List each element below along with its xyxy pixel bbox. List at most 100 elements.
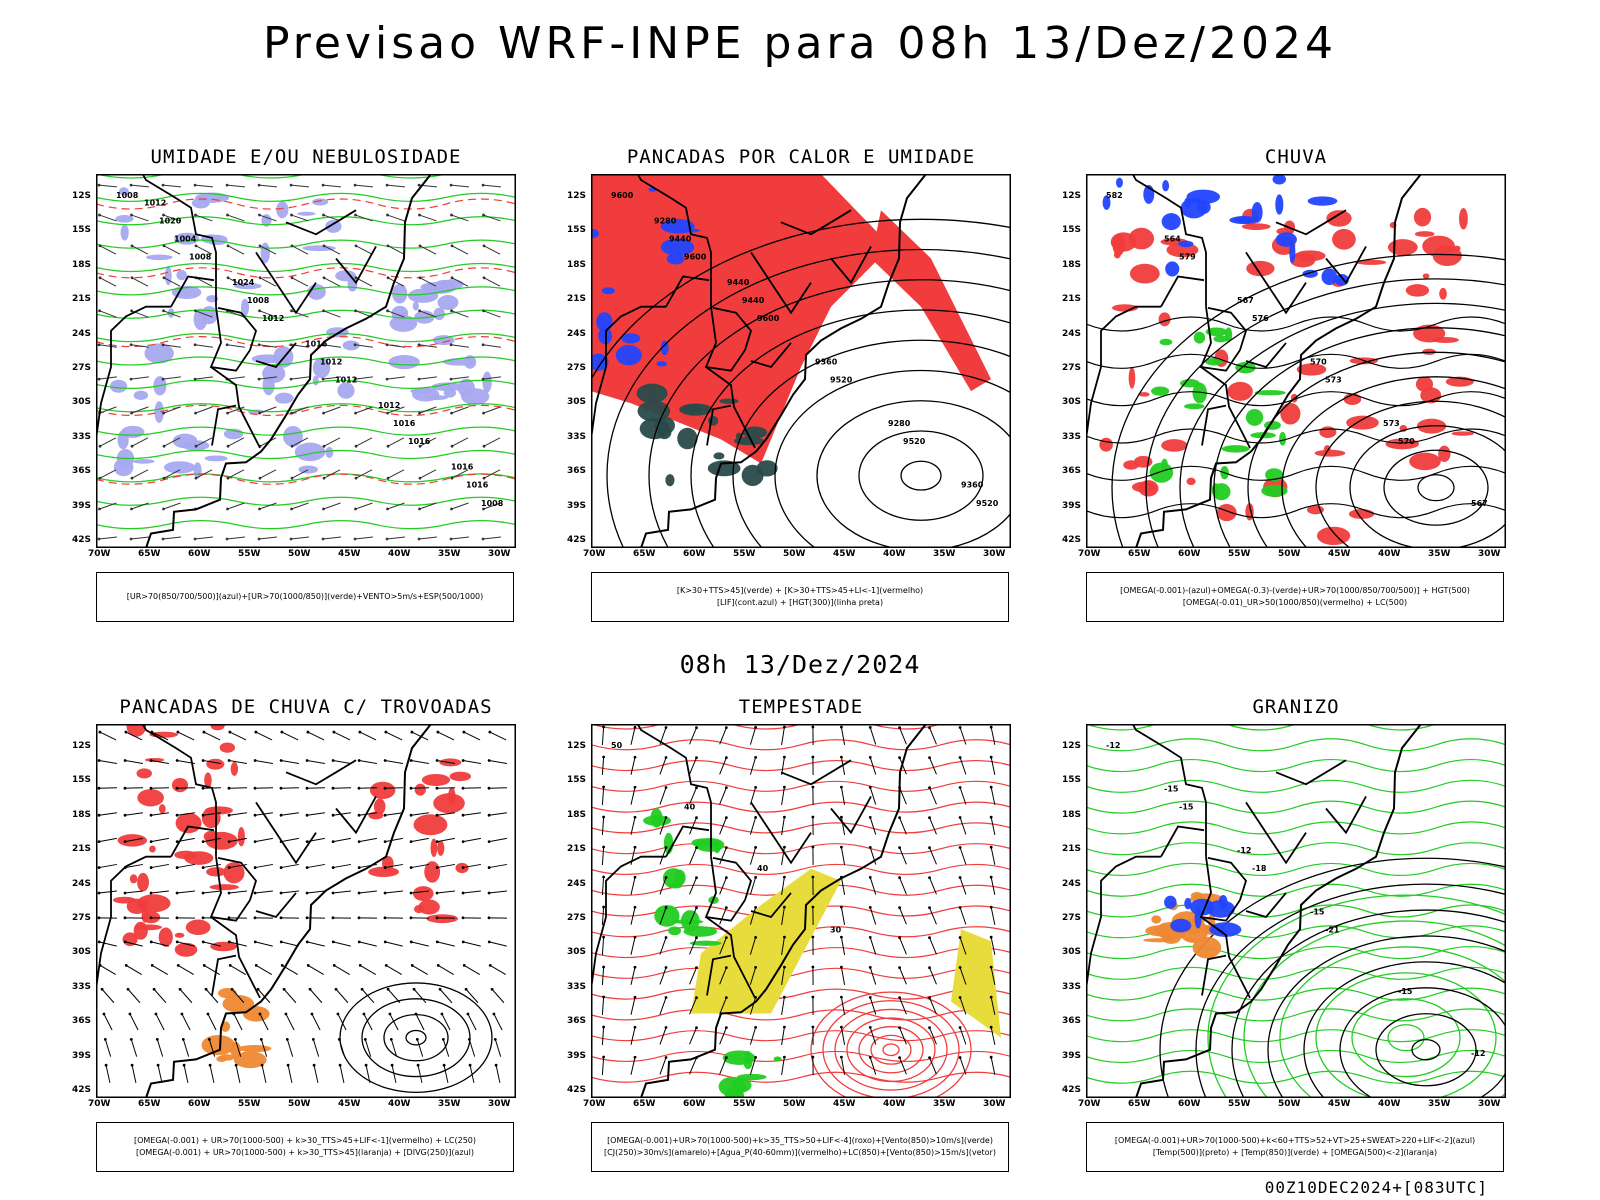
wind-vector <box>130 507 133 511</box>
moisture-high-level <box>276 201 289 219</box>
map-trovoadas <box>96 724 516 1098</box>
streamline-250 <box>177 863 195 869</box>
streamline-250 <box>385 964 403 976</box>
streamline-850 <box>591 1071 1011 1083</box>
longitude-tick-label: 60W <box>1178 1099 1201 1109</box>
wind-vector <box>321 377 325 381</box>
streamline-250 <box>357 940 361 944</box>
streamline-250 <box>487 916 491 920</box>
wind-vector <box>323 214 341 222</box>
wind-vector <box>483 437 501 447</box>
political-border <box>1096 724 1207 857</box>
thunderstorm-area <box>171 777 189 793</box>
wind-vector <box>162 213 165 217</box>
wind-850-vector <box>664 1056 668 1059</box>
streamline-250 <box>228 730 232 734</box>
streamline-250 <box>331 840 335 844</box>
political-border <box>1201 954 1227 996</box>
wind-850-vector <box>990 907 996 925</box>
thunderstorm-weak-area <box>201 1035 236 1056</box>
latitude-tick-label: 27S <box>1062 913 1082 923</box>
political-border <box>255 892 297 919</box>
wind-850-vector <box>749 817 757 835</box>
streamline-250 <box>437 837 455 843</box>
wind-850-vector <box>811 725 815 729</box>
wind-850-vector <box>959 877 967 895</box>
omega-strong-area <box>1245 409 1264 426</box>
streamline-250 <box>463 812 481 816</box>
wind-vector <box>322 213 325 217</box>
wind-vector <box>451 469 469 479</box>
moisture-high-level <box>115 215 134 223</box>
streamline-250 <box>229 837 247 843</box>
omega-strong-area <box>1254 390 1286 396</box>
streamline-250 <box>306 730 310 734</box>
hail-area <box>1170 918 1192 933</box>
wind-vector <box>195 376 213 380</box>
omega-weak-area <box>1272 174 1287 185</box>
political-border <box>1245 892 1287 919</box>
political-border <box>1200 366 1251 449</box>
omega-rain-area <box>1422 273 1430 279</box>
wind-850-area <box>713 839 721 854</box>
streamline-850 <box>591 780 1011 792</box>
wind-850-vector <box>989 785 993 789</box>
political-border <box>706 404 732 446</box>
streamline-250 <box>203 812 221 816</box>
lifted-index-contour <box>660 238 695 256</box>
streamline-250 <box>156 1063 160 1067</box>
contour-label: 582 <box>1106 191 1123 200</box>
wind-850-vector <box>633 935 637 939</box>
latitude-tick-label: 33S <box>72 431 92 442</box>
streamline-250 <box>312 1063 316 1067</box>
streamline-250 <box>309 988 323 1004</box>
streamline-250 <box>99 812 117 816</box>
political-border <box>217 857 258 901</box>
panel-title: CHUVA <box>1264 146 1328 168</box>
longitude-tick-label: 40W <box>388 549 411 559</box>
streamline-250 <box>229 759 247 765</box>
wind-850-vector <box>782 965 786 969</box>
longitude-tick-label: 70W <box>88 549 111 559</box>
streamline-250 <box>410 730 414 734</box>
wind-850-vector <box>664 906 668 909</box>
longitude-tick-label: 65W <box>138 549 161 559</box>
streamline-250 <box>383 759 387 762</box>
map-frame <box>96 174 516 548</box>
streamline-250 <box>435 759 439 762</box>
wind-vector <box>259 376 277 380</box>
latitude-tick-label: 33S <box>72 981 92 992</box>
wind-850-vector <box>601 906 605 926</box>
wind-850-vector <box>659 997 667 1015</box>
wind-vector <box>482 213 485 217</box>
wind-850-vector <box>602 725 606 729</box>
wind-vector <box>163 310 181 318</box>
streamline-250 <box>438 987 442 991</box>
omega-weak-area <box>1307 196 1338 206</box>
wind-850-vector <box>633 725 637 729</box>
streamline-250 <box>334 987 338 991</box>
wind-850-vector <box>689 847 697 865</box>
wind-vector <box>387 245 405 255</box>
wind-vector <box>385 537 389 541</box>
wind-850-vector <box>630 787 636 805</box>
streamline-850 <box>591 760 1011 772</box>
streamline-250 <box>253 840 257 844</box>
wind-850-vector <box>781 877 785 895</box>
thunderstorm-area <box>174 942 198 957</box>
wind-850-vector <box>958 726 962 729</box>
streamline-250 <box>287 1065 293 1083</box>
wind-850-vector <box>989 755 993 759</box>
instability-k-tts-area <box>636 383 668 404</box>
moisture-high-level <box>133 390 149 401</box>
wind-850-area <box>730 1078 752 1093</box>
streamline-250 <box>332 730 336 734</box>
temp-500-contour <box>1267 935 1506 1098</box>
latitude-tick-label: 12S <box>1062 741 1082 751</box>
streamline-250 <box>97 916 101 920</box>
streamline-250 <box>100 987 104 991</box>
streamline-250 <box>489 812 507 816</box>
streamline-250 <box>415 1038 419 1041</box>
streamline-250 <box>333 863 351 869</box>
wind-850-vector <box>989 815 993 819</box>
